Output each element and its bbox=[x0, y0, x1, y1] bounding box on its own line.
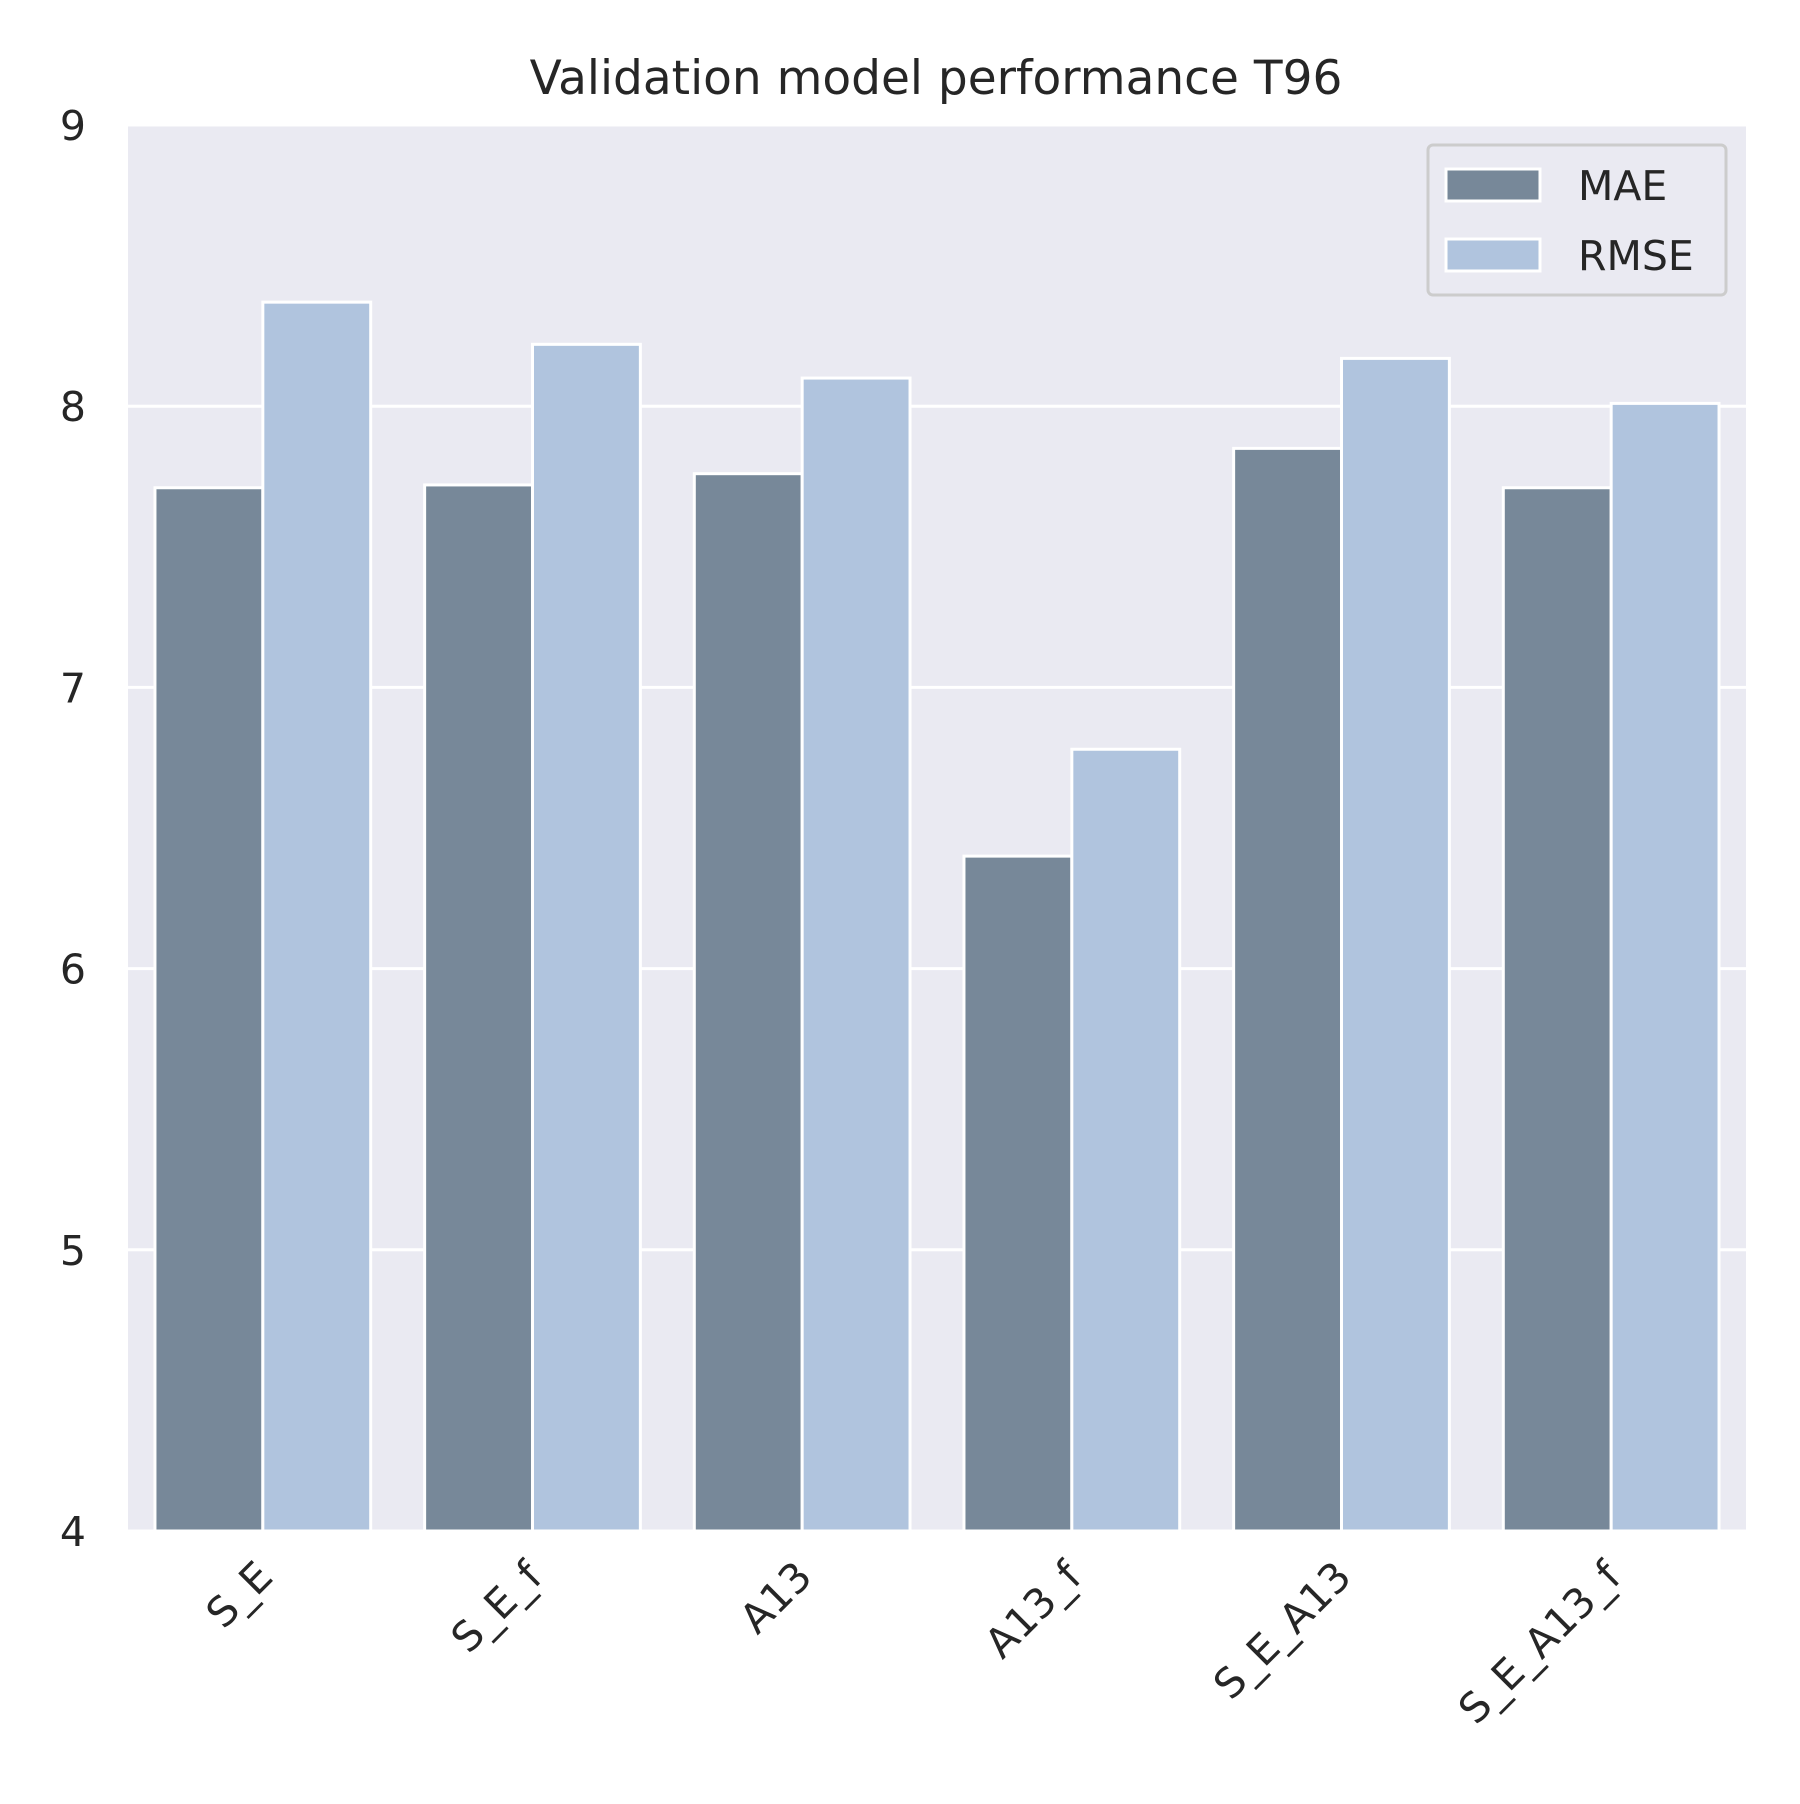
plot-area bbox=[128, 125, 1746, 1531]
x-tick-label: S_E_f bbox=[442, 1551, 553, 1662]
x-tick-label: S_E_A13 bbox=[1204, 1552, 1360, 1708]
x-tick-label: S_E bbox=[197, 1552, 282, 1637]
bar-rmse-s_e_f bbox=[531, 342, 642, 1533]
bar-mae-s_e_f bbox=[423, 483, 534, 1533]
bar-rmse-a13_f bbox=[1070, 747, 1182, 1533]
legend: MAE RMSE bbox=[1426, 143, 1728, 297]
legend-label-mae: MAE bbox=[1578, 162, 1667, 210]
bar-mae-s_e bbox=[153, 486, 265, 1533]
y-tick-label: 5 bbox=[60, 1227, 86, 1275]
bar-rmse-a13 bbox=[800, 376, 912, 1533]
y-tick-label: 9 bbox=[60, 102, 86, 150]
y-tick-label: 8 bbox=[60, 383, 86, 431]
x-tick-label: A13 bbox=[731, 1552, 822, 1643]
bar-mae-s_e_a13_f bbox=[1501, 486, 1613, 1533]
bar-mae-s_e_a13 bbox=[1232, 446, 1343, 1533]
legend-swatch-rmse bbox=[1444, 237, 1542, 273]
bar-rmse-s_e bbox=[261, 300, 373, 1533]
chart-title: Validation model performance T96 bbox=[530, 51, 1343, 106]
legend-swatch-mae bbox=[1444, 167, 1542, 203]
bar-mae-a13 bbox=[692, 472, 804, 1533]
y-tick-label: 7 bbox=[60, 664, 86, 712]
x-tick-label: S_E_A13_f bbox=[1449, 1551, 1631, 1733]
bar-rmse-s_e_a13 bbox=[1340, 356, 1451, 1533]
bar-mae-a13_f bbox=[962, 854, 1074, 1533]
y-tick-label: 4 bbox=[60, 1508, 86, 1556]
legend-label-rmse: RMSE bbox=[1578, 232, 1694, 280]
x-tick-label: A13_f bbox=[976, 1551, 1092, 1667]
bar-rmse-s_e_a13_f bbox=[1609, 401, 1721, 1533]
y-tick-label: 6 bbox=[60, 946, 86, 994]
